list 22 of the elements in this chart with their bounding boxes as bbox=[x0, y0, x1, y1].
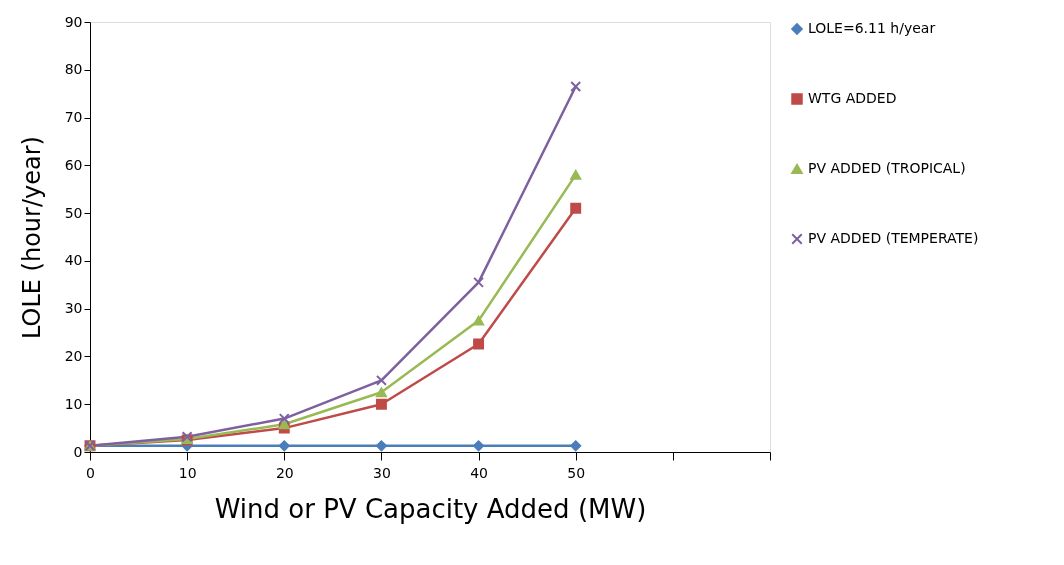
y-tick-label: 20 bbox=[64, 347, 83, 364]
legend-label: PV ADDED (TEMPERATE) bbox=[808, 230, 979, 246]
y-tick-label: 60 bbox=[64, 156, 83, 173]
y-tick-label: 90 bbox=[64, 13, 83, 30]
x-tick-label: 0 bbox=[86, 464, 95, 481]
y-tick-label: 50 bbox=[64, 204, 83, 221]
legend-label: WTG ADDED bbox=[808, 90, 897, 106]
y-tick-label: 70 bbox=[64, 109, 83, 126]
y-tick-label: 0 bbox=[73, 443, 83, 460]
y-tick-label: 40 bbox=[64, 252, 83, 269]
x-tick-label: 30 bbox=[373, 464, 391, 481]
legend-label: PV ADDED (TROPICAL) bbox=[808, 160, 966, 176]
x-tick-label: 10 bbox=[178, 464, 197, 481]
y-tick-label: 30 bbox=[64, 300, 83, 317]
x-tick-label: 40 bbox=[470, 464, 488, 481]
y-axis-title: LOLE (hour/year) bbox=[17, 136, 46, 339]
y-tick-label: 10 bbox=[64, 395, 83, 412]
y-tick-label: 80 bbox=[64, 61, 83, 78]
x-axis-title: Wind or PV Capacity Added (MW) bbox=[214, 493, 647, 524]
legend-label: LOLE=6.11 h/year bbox=[808, 20, 936, 36]
x-tick-label: 20 bbox=[275, 464, 294, 481]
x-tick-label: 50 bbox=[567, 464, 586, 481]
